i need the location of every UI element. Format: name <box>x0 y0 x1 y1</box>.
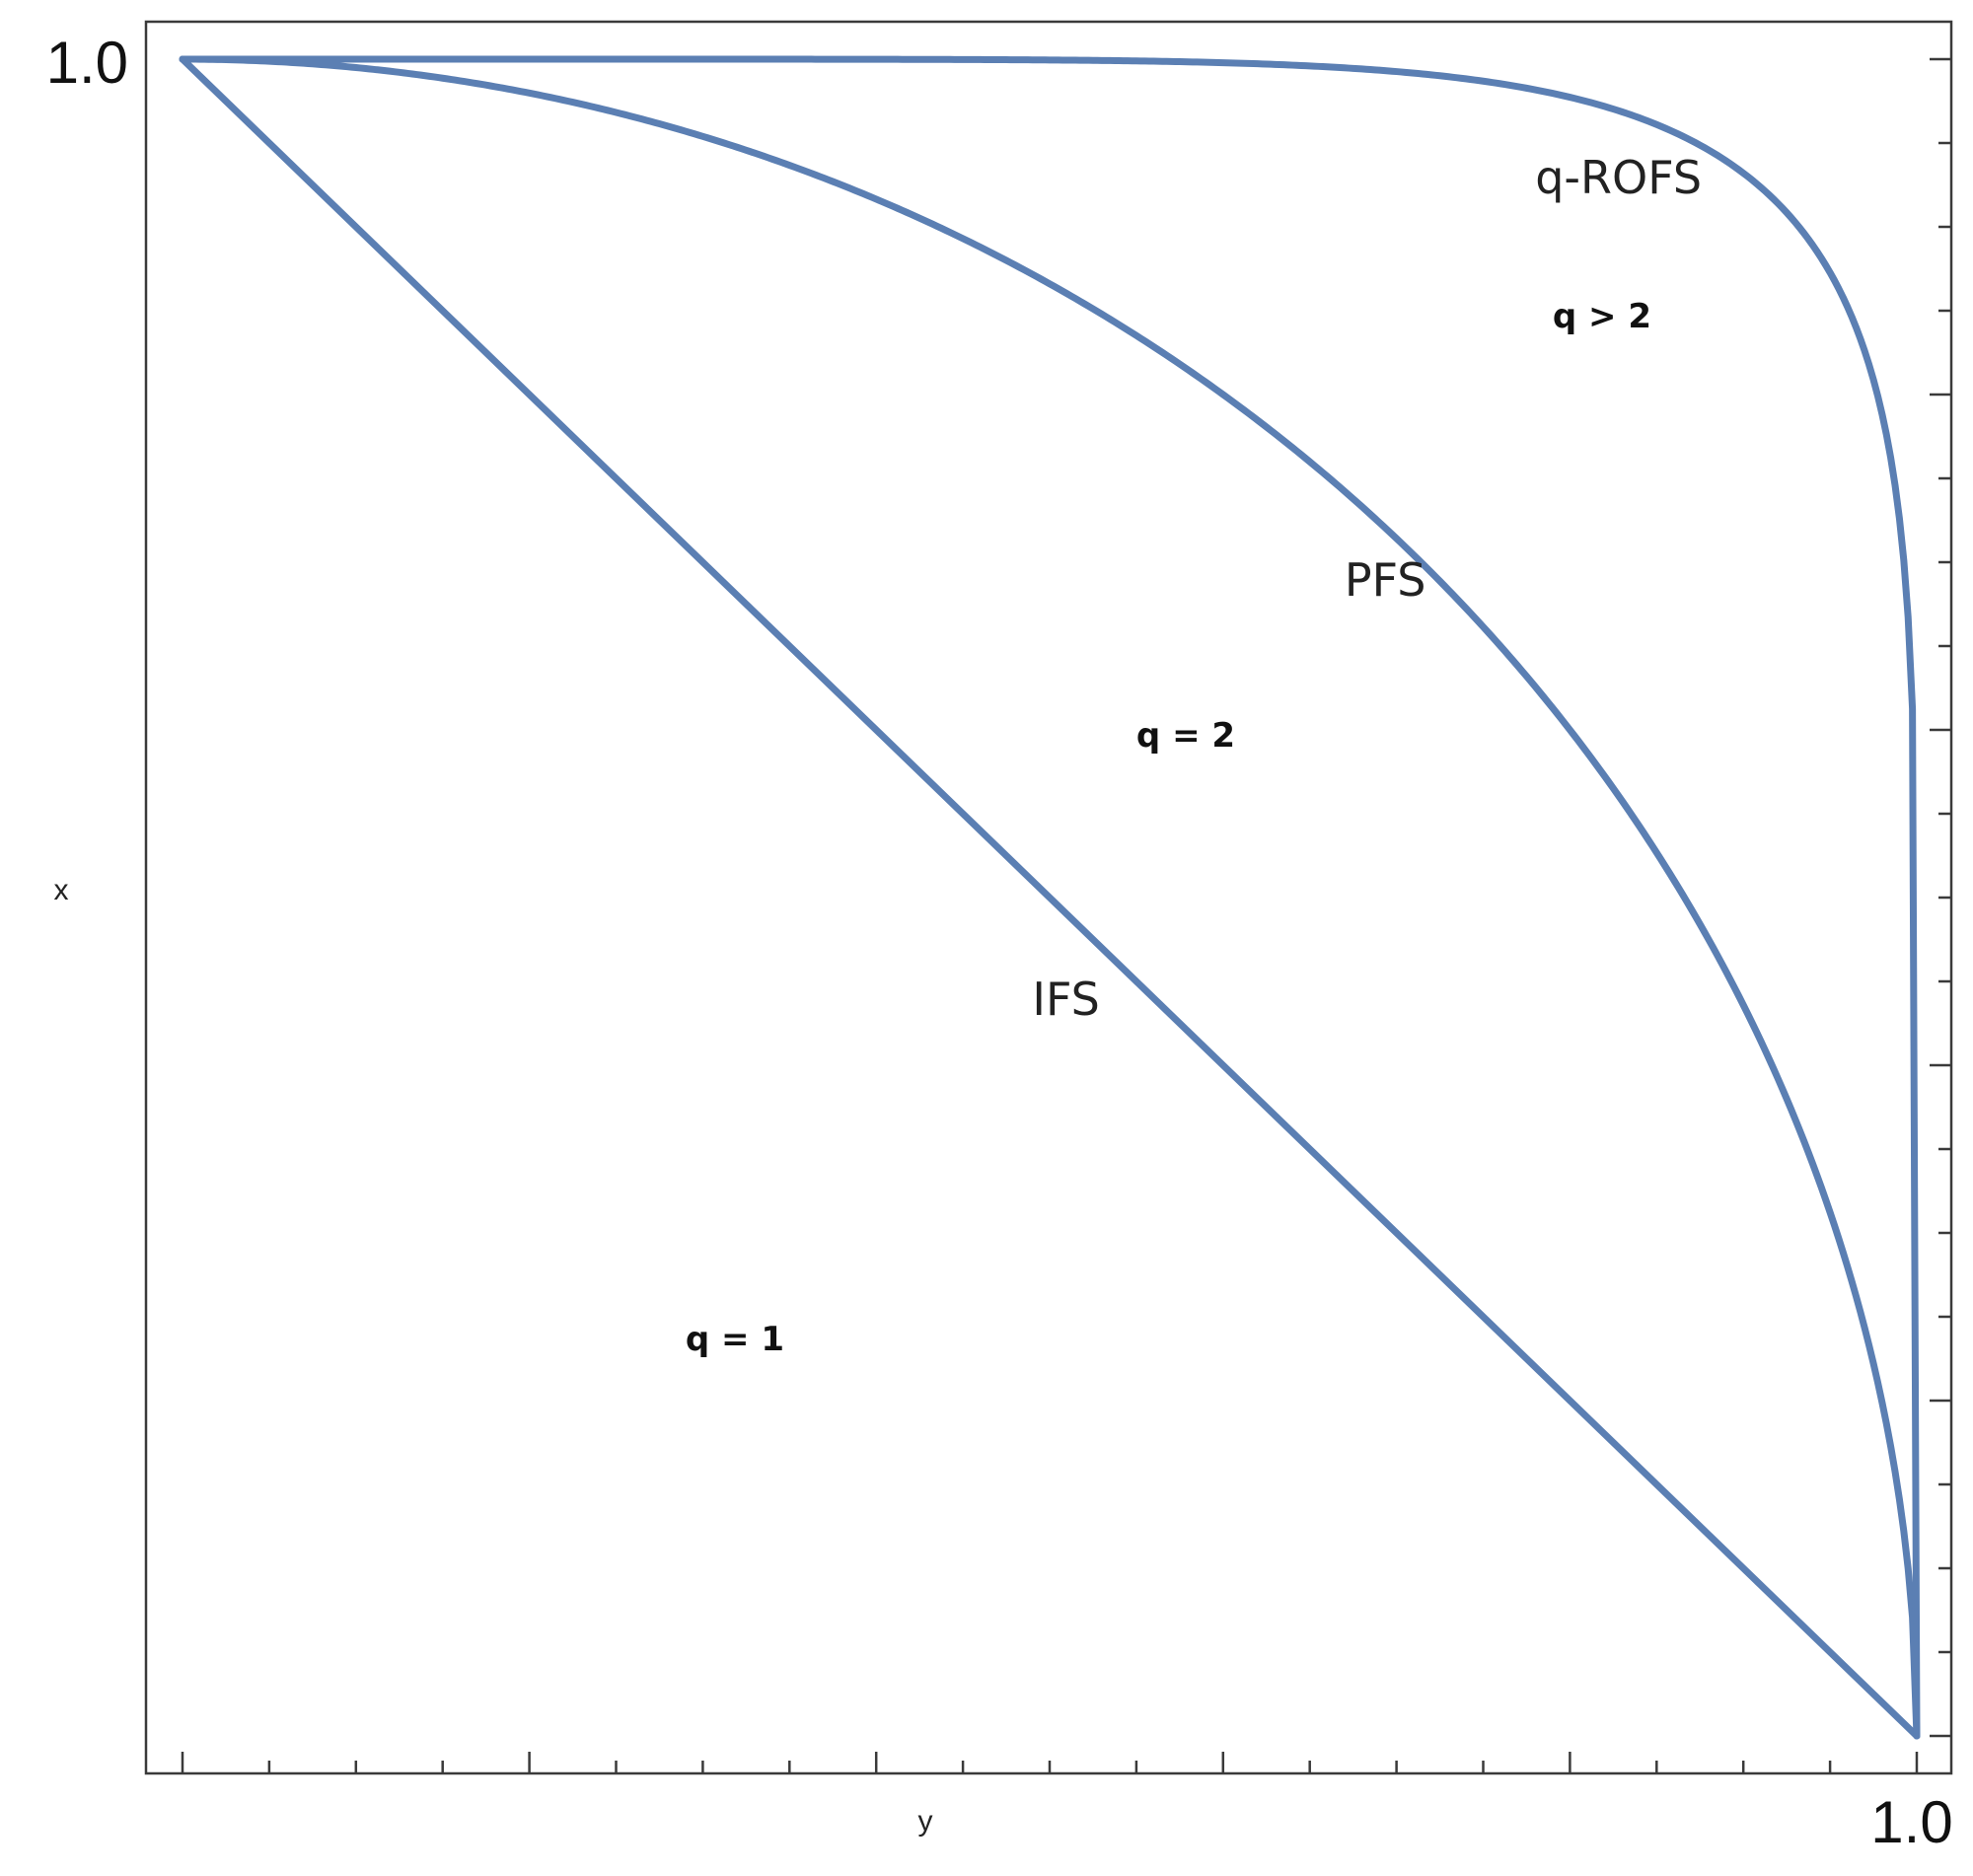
condition-label: q = 1 <box>686 1320 784 1359</box>
annotations: q-ROFS q > 2 PFS q = 2 IFS q = 1 <box>686 151 1702 1359</box>
y-axis-top-tick-label: 1.0 <box>46 30 128 96</box>
condition-label: q > 2 <box>1553 297 1651 336</box>
series-label: IFS <box>1032 973 1099 1026</box>
curves <box>179 55 1921 1740</box>
curve-ifs <box>179 55 1921 1740</box>
y-axis-label: x <box>54 874 69 906</box>
x-axis-label: y <box>918 1805 933 1838</box>
condition-label: q = 2 <box>1136 716 1235 756</box>
curve-q-rofs <box>179 55 1921 1740</box>
tick-marks <box>181 57 1951 1773</box>
x-axis-right-tick-label: 1.0 <box>1870 1789 1952 1855</box>
series-label: PFS <box>1345 553 1426 607</box>
series-label: q-ROFS <box>1535 151 1702 204</box>
curve-pfs <box>179 55 1921 1740</box>
